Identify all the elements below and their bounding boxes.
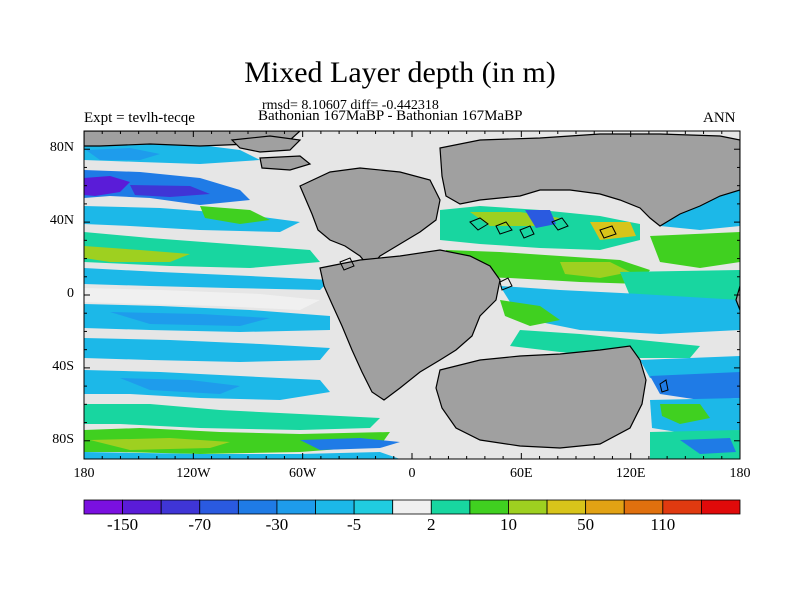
land-masses [84,131,740,449]
field-patch [300,438,400,450]
colorbar-swatch [276,499,316,515]
latitude-label: 80S [52,431,74,447]
field-patch [680,438,736,454]
field-patch [560,262,630,278]
colorbar-tick-label: 2 [427,515,436,534]
field-patch [110,312,270,326]
colorbar-swatch [160,499,201,515]
page-title: Mixed Layer depth (in m) [244,56,556,89]
field-patch [650,232,740,268]
colorbar-tick-label: -30 [265,515,289,534]
field-patch [84,404,380,430]
colorbar-swatch [508,499,548,515]
island-outlines [339,217,669,393]
field-patch [200,206,270,224]
landmass-small-island [230,135,302,153]
map-panel [84,131,740,459]
season-label: ANN [703,110,736,126]
field-patch [84,268,330,290]
colorbar-tick-label: 10 [499,515,517,534]
colorbar-swatch [469,499,509,515]
field-patch [590,222,636,240]
axis-ticks [83,130,741,460]
field-patch [84,246,190,262]
latitude-label: 80N [49,140,74,156]
field-patch [650,372,740,400]
longitude-label: 120E [615,466,646,481]
landmass-small-island [735,285,740,311]
experiment-label: Expt = tevlh-tecqe [84,110,195,126]
colorbar-tick-label: 50 [577,515,595,534]
longitude-label: 60E [510,466,533,481]
landmass-eurasia [439,133,740,227]
colorbar-tick-label: -150 [106,515,139,534]
field-patch [90,438,230,450]
colorbar-swatch [237,499,278,515]
landmass-antarctica [435,345,647,449]
colorbar [83,499,741,515]
colorbar-swatch [662,499,702,515]
latitude-label: 0 [67,286,74,301]
field-patch [86,148,160,160]
mixed-layer-field [84,140,740,459]
colorbar-swatch [199,499,239,515]
colorbar-swatch [83,499,123,515]
longitude-label: 180 [729,466,751,481]
colorbar-swatch [315,499,355,515]
field-patch [525,210,556,228]
longitude-label: 60W [289,466,317,481]
colorbar-swatch [392,499,432,515]
colorbar-tick-label: 110 [650,515,676,534]
field-patch [120,378,240,394]
colorbar-swatch [353,499,394,515]
colorbar-tick-label: -70 [188,515,212,534]
field-patch [84,206,300,232]
colorbar-swatch [701,499,741,515]
longitude-label: 0 [408,466,416,481]
landmass-small-island [259,155,312,171]
latitude-label: 40S [52,358,74,374]
colorbar-swatch [585,499,625,515]
landmass-gondwana [319,249,501,401]
field-patch [84,176,130,196]
colorbar-swatch [623,499,664,515]
field-patch [500,286,740,334]
subtitle: Bathonian 167MaBP - Bathonian 167MaBP [258,108,523,124]
field-patch [660,404,710,424]
field-patch [84,288,320,310]
field-patch [500,300,560,326]
colorbar-swatch [546,499,587,515]
colorbar-tick-label: -5 [347,515,362,534]
longitude-label: 180 [73,466,95,481]
field-patch [84,338,330,362]
field-patch [130,185,210,197]
field-patch [510,330,700,358]
longitude-label: 120W [176,466,211,481]
colorbar-swatch [430,499,471,515]
colorbar-swatch [122,499,162,515]
landmass-north-america [299,167,441,269]
latitude-label: 40N [49,213,74,229]
stats-text: rmsd= 8.10607 diff= -0.442318 [262,98,439,113]
